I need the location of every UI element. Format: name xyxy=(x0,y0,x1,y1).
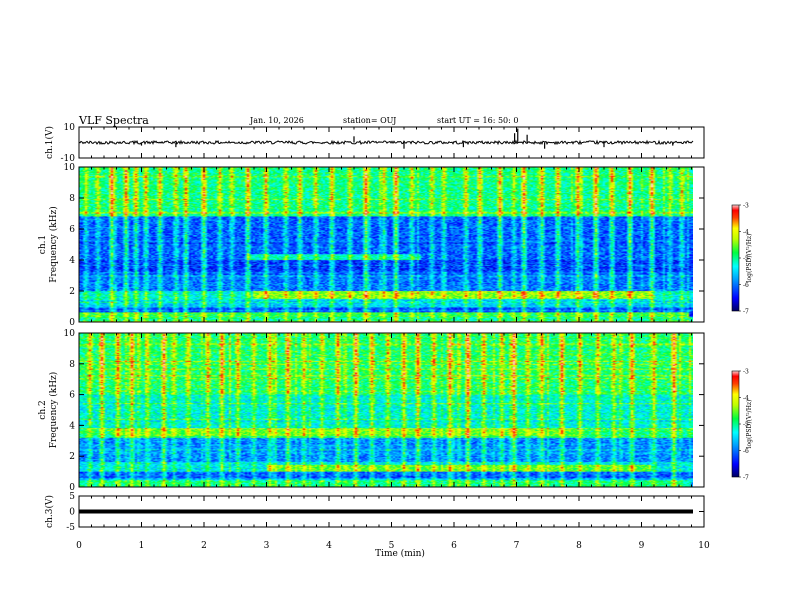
ch2-spectrogram-ytick-label: 6 xyxy=(69,391,75,401)
figure-title: VLF Spectra xyxy=(79,114,149,127)
time-axis-tick-label: 1 xyxy=(139,541,145,551)
ch1-spectrogram-colorbar-tick-label: -3 xyxy=(743,203,749,210)
ch1-spectrogram-ytick-label: 10 xyxy=(64,163,76,173)
ch3-waveform-ytick-label: 5 xyxy=(69,492,75,502)
time-axis-tick-label: 5 xyxy=(389,541,395,551)
ch1-spectrogram-colorbar-gradient xyxy=(731,204,740,312)
ch2-spectrogram-colorbar-tick-label: -6 xyxy=(743,448,749,455)
ch2-spectrogram-colorbar-tick-label: -5 xyxy=(743,422,749,429)
ch1-waveform-ytick-label: 10 xyxy=(64,123,76,133)
ch2-spectrogram-image xyxy=(79,333,693,487)
ch1-spectrogram-image xyxy=(79,167,693,322)
ch2-spectrogram-panel: 0 2 4 6 8 10 xyxy=(64,329,705,493)
time-axis-tick-label: 9 xyxy=(639,541,645,551)
ch2-spectrogram-ylabel-frequency: Frequency (kHz) xyxy=(48,372,59,449)
ch3-waveform-panel: 50-50 1 2 3 4 5 6 7 8 9 10 xyxy=(66,492,710,551)
time-axis-tick-label: 7 xyxy=(514,541,520,551)
ch1-spectrogram-colorbar-tick-label: -6 xyxy=(743,282,749,289)
station-label: station= OUJ xyxy=(343,116,397,125)
ch3-waveform-ytick-label: 0 xyxy=(69,508,75,518)
ch1-spectrogram-colorbar-tick-label: -7 xyxy=(743,309,749,316)
time-axis-label: Time (min) xyxy=(375,548,425,559)
ch1-spectrogram-ytick-label: 2 xyxy=(69,287,75,297)
time-axis-tick-label: 3 xyxy=(264,541,270,551)
ch1-spectrogram-ytick-label: 8 xyxy=(69,194,75,204)
ch1-spectrogram-colorbar-tick-label: -4 xyxy=(743,229,749,236)
ch1-spectrogram-ytick-label: 4 xyxy=(69,256,75,266)
ch1-spectrogram-colorbar-tick-label: -5 xyxy=(743,256,749,263)
ch2-spectrogram-ytick-label: 0 xyxy=(69,483,75,493)
time-axis-tick-label: 6 xyxy=(451,541,457,551)
ch2-spectrogram-colorbar-tick-label: -4 xyxy=(743,395,749,402)
ch2-spectrogram-ytick-label: 4 xyxy=(69,421,75,431)
time-axis-tick-label: 2 xyxy=(201,541,207,551)
ch2-spectrogram-ytick-label: 8 xyxy=(69,360,75,370)
time-axis-tick-label: 8 xyxy=(576,541,582,551)
time-axis-tick-label: 10 xyxy=(698,541,710,551)
ch3-waveform-ytick-label: -5 xyxy=(66,523,75,533)
ch1-waveform-ytick-label: -10 xyxy=(61,154,76,164)
ch1-waveform-panel: 10 -10 xyxy=(61,123,705,164)
date-label: Jan. 10, 2026 xyxy=(250,116,304,125)
ch2-colorbar: -7 -6 -5 -4 -3 log(PSD)(V²/Hz) xyxy=(731,369,753,482)
start-time-label: start UT = 16: 50: 0 xyxy=(437,116,519,125)
ch1-spectrogram-ytick-label: 0 xyxy=(69,318,75,328)
ch2-spectrogram-colorbar-tick-label: -7 xyxy=(743,475,749,482)
ch1-spectrogram-panel: 0 2 4 6 8 10 xyxy=(64,163,705,328)
ch2-spectrogram-ytick-label: 2 xyxy=(69,452,75,462)
ch1-spectrogram-ytick-label: 6 xyxy=(69,225,75,235)
ch1-spectrogram-colorbar-label: log(PSD)(V²/Hz) xyxy=(746,234,753,283)
ch2-spectrogram-ylabel-channel: ch.2 xyxy=(38,400,48,419)
ch2-spectrogram-ytick-label: 10 xyxy=(64,329,76,339)
ch3-waveform-ylabel: ch.3(V) xyxy=(44,495,55,528)
time-axis-tick-label: 4 xyxy=(326,541,332,551)
ch2-spectrogram-colorbar-gradient xyxy=(731,370,740,478)
ch1-waveform-trace xyxy=(78,139,694,146)
time-axis-tick-label: 0 xyxy=(76,541,82,551)
ch1-spectrogram-ylabel-channel: ch.1 xyxy=(38,235,48,254)
ch1-colorbar: -7 -6 -5 -4 -3 log(PSD)(V²/Hz) xyxy=(731,203,753,316)
ch2-spectrogram-colorbar-tick-label: -3 xyxy=(743,369,749,376)
ch2-spectrogram-colorbar-label: log(PSD)(V²/Hz) xyxy=(746,400,753,449)
ch1-spectrogram-ylabel-frequency: Frequency (kHz) xyxy=(48,206,59,283)
ch1-waveform-ylabel: ch.1(V) xyxy=(44,126,55,159)
